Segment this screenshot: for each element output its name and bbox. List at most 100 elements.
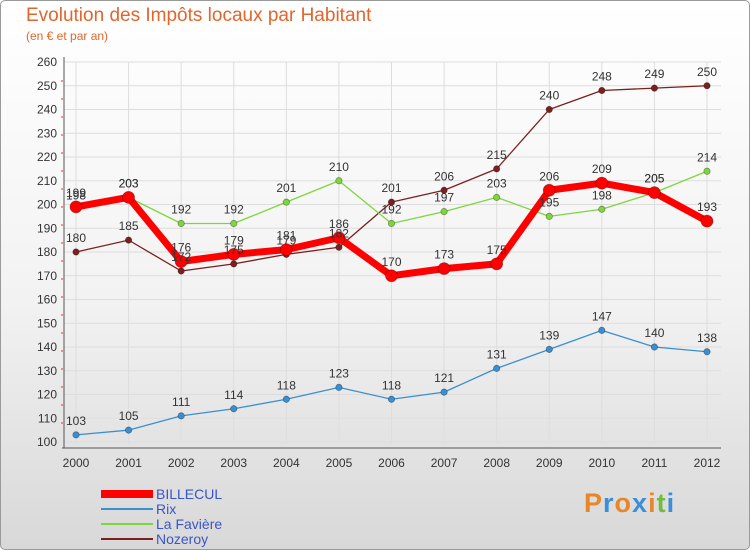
data-label: 192 — [224, 203, 244, 217]
data-point — [490, 257, 504, 271]
data-point — [230, 405, 238, 413]
data-label: 240 — [539, 89, 559, 103]
data-label: 175 — [224, 243, 244, 257]
data-point — [177, 267, 185, 275]
data-point — [122, 190, 135, 204]
data-point — [174, 255, 188, 268]
data-label: 201 — [276, 181, 296, 195]
data-label: 192 — [171, 203, 191, 217]
data-point — [598, 86, 606, 95]
data-label: 195 — [539, 195, 559, 209]
y-tick-label: 210 — [37, 174, 57, 188]
legend-label: La Favière — [156, 516, 222, 532]
x-tick-label: 2012 — [694, 456, 721, 470]
x-tick-label: 2010 — [588, 456, 615, 470]
data-point — [598, 326, 606, 334]
x-tick-label: 2000 — [63, 456, 90, 470]
data-label: 198 — [66, 188, 86, 202]
data-point — [124, 236, 133, 244]
y-tick-label: 190 — [37, 221, 57, 235]
y-tick-label: 110 — [38, 411, 57, 425]
x-tick-label: 2009 — [536, 456, 563, 470]
data-point — [437, 262, 451, 276]
data-point — [440, 186, 448, 194]
data-point — [598, 205, 606, 213]
data-label: 170 — [381, 255, 401, 269]
data-label: 118 — [277, 378, 296, 392]
data-point — [703, 348, 711, 356]
x-tick-label: 2008 — [483, 456, 510, 470]
data-label: 248 — [592, 70, 612, 84]
data-label: 179 — [224, 233, 244, 247]
legend-label: BILLECUL — [156, 486, 222, 502]
data-label: 193 — [697, 200, 717, 214]
y-tick-label: 230 — [37, 126, 57, 140]
y-tick-label: 240 — [37, 103, 57, 117]
x-tick-label: 2007 — [431, 456, 458, 470]
data-point — [703, 82, 711, 90]
data-label: 250 — [697, 65, 717, 79]
data-point — [493, 364, 501, 372]
data-point — [595, 176, 609, 190]
data-label: 203 — [119, 176, 139, 190]
data-point — [279, 243, 293, 257]
data-point — [282, 395, 290, 403]
data-point — [542, 183, 556, 197]
data-label: 173 — [434, 248, 454, 262]
data-point — [545, 105, 553, 114]
data-point — [335, 243, 343, 251]
data-label: 206 — [539, 169, 559, 183]
data-point — [124, 426, 133, 434]
data-label: 114 — [224, 388, 243, 402]
x-tick-label: 2002 — [168, 456, 195, 470]
y-tick-label: 200 — [37, 198, 57, 212]
data-label: 131 — [487, 347, 507, 361]
data-point — [335, 383, 343, 391]
logo-letter: P — [584, 488, 604, 518]
logo-letter: r — [603, 488, 615, 518]
x-tick-label: 2004 — [273, 456, 300, 470]
data-label: 192 — [381, 203, 401, 217]
y-tick-label: 150 — [37, 316, 57, 330]
data-point — [335, 177, 343, 185]
data-label: 140 — [644, 326, 664, 340]
data-label: 105 — [119, 409, 139, 423]
logo-letter: i — [666, 488, 676, 518]
data-label: 210 — [329, 160, 349, 174]
y-tick-label: 160 — [37, 293, 57, 307]
data-point — [230, 219, 238, 228]
y-tick-label: 220 — [37, 150, 57, 164]
data-point — [282, 198, 290, 206]
data-label: 172 — [171, 250, 191, 264]
data-label: 249 — [644, 67, 664, 81]
data-label: 180 — [66, 231, 86, 245]
logo-letter: i — [648, 488, 657, 518]
x-tick-label: 2005 — [326, 456, 353, 470]
data-label: 205 — [644, 172, 664, 186]
data-label: 215 — [487, 148, 507, 162]
data-point — [72, 248, 80, 256]
y-tick-label: 140 — [37, 340, 57, 354]
legend-label: Rix — [156, 501, 176, 517]
data-label: 181 — [276, 229, 296, 243]
data-label: 185 — [119, 219, 139, 233]
data-label: 121 — [434, 371, 454, 385]
data-point — [440, 388, 448, 396]
data-point — [703, 167, 711, 175]
data-label: 186 — [329, 217, 349, 231]
data-label: 139 — [539, 328, 559, 342]
x-tick-label: 2003 — [220, 456, 247, 470]
data-label: 147 — [592, 309, 612, 323]
data-label: 175 — [487, 243, 507, 257]
data-label: 182 — [329, 226, 349, 240]
chart-title: Evolution des Impôts locaux par Habitant — [26, 5, 372, 26]
data-point — [493, 193, 501, 201]
y-tick-label: 180 — [37, 245, 57, 259]
data-point — [650, 343, 659, 351]
chart-subtitle: (en € et par an) — [26, 29, 109, 43]
x-tick-label: 2011 — [642, 456, 668, 470]
data-point — [650, 84, 659, 92]
data-point — [230, 260, 238, 268]
y-tick-label: 170 — [37, 269, 57, 283]
